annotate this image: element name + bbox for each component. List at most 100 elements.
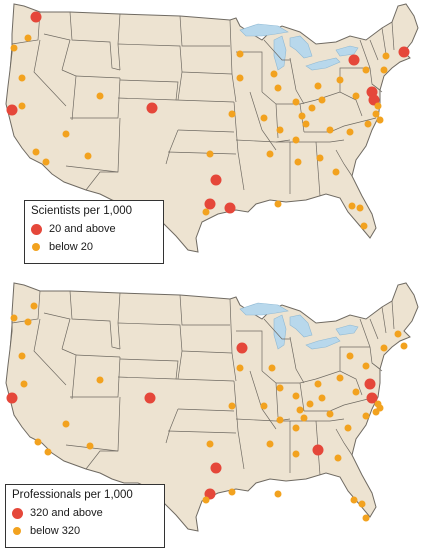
state-border — [249, 91, 277, 151]
state-border — [181, 71, 233, 75]
state-border — [289, 336, 305, 384]
state-border — [236, 330, 263, 371]
city-marker-low — [362, 514, 370, 522]
city-marker-low — [326, 126, 334, 134]
city-marker-low — [260, 402, 268, 410]
city-marker-low — [86, 442, 94, 450]
legend-professionals: Professionals per 1,000 320 and above be… — [5, 484, 165, 548]
state-borders — [9, 11, 395, 197]
state-border — [229, 19, 237, 103]
state-border — [343, 117, 377, 127]
city-marker-low — [34, 438, 42, 446]
state-border — [229, 298, 237, 382]
city-marker-high — [146, 102, 158, 114]
city-marker-low — [292, 98, 300, 106]
city-marker-low — [326, 410, 334, 418]
map-scientists: Scientists per 1,000 20 and above below … — [0, 0, 424, 272]
state-border — [339, 346, 370, 371]
city-marker-low — [42, 158, 50, 166]
state-border — [263, 318, 290, 340]
city-marker-low — [372, 110, 380, 118]
state-border — [65, 165, 119, 173]
city-marker-low — [274, 490, 282, 498]
city-marker-low — [24, 318, 32, 326]
legend-high-dot — [12, 507, 23, 519]
legend-high-label: 320 and above — [30, 507, 103, 519]
state-border — [165, 129, 179, 165]
city-marker-low — [206, 440, 214, 448]
city-marker-low — [376, 116, 384, 124]
state-border — [167, 151, 237, 155]
lake — [289, 35, 313, 59]
city-marker-low — [236, 364, 244, 372]
state-border — [75, 75, 121, 79]
city-marker-low — [348, 202, 356, 210]
lake — [335, 45, 359, 57]
city-marker-low — [306, 400, 314, 408]
state-border — [85, 396, 121, 470]
state-border — [315, 91, 363, 117]
city-marker-low — [10, 314, 18, 322]
state-border — [175, 378, 235, 382]
lake — [239, 23, 289, 37]
state-borders — [9, 290, 395, 476]
city-marker-low — [276, 416, 284, 424]
state-border — [369, 39, 379, 61]
city-marker-low — [358, 500, 366, 508]
city-marker-low — [228, 110, 236, 118]
city-marker-low — [314, 380, 322, 388]
city-marker-low — [356, 204, 364, 212]
city-marker-low — [228, 488, 236, 496]
city-marker-high — [6, 104, 18, 116]
city-marker-high — [204, 198, 216, 210]
city-marker-low — [84, 152, 92, 160]
state-border — [276, 139, 345, 143]
city-marker-low — [316, 154, 324, 162]
legend-scientists: Scientists per 1,000 20 and above below … — [24, 200, 164, 264]
city-marker-low — [96, 92, 104, 100]
city-marker-low — [318, 394, 326, 402]
city-marker-low — [202, 496, 210, 504]
state-border — [359, 39, 371, 69]
state-border — [167, 430, 237, 434]
city-marker-low — [346, 128, 354, 136]
state-border — [117, 79, 179, 101]
lake — [273, 314, 287, 350]
city-marker-low — [374, 102, 382, 110]
state-border — [69, 290, 121, 350]
state-border — [236, 51, 263, 92]
state-border — [371, 362, 383, 372]
legend-title: Scientists per 1,000 — [31, 205, 133, 217]
city-marker-low — [20, 380, 28, 388]
city-marker-low — [292, 392, 300, 400]
city-marker-low — [382, 52, 390, 60]
state-border — [43, 312, 71, 350]
state-border — [263, 39, 290, 61]
state-border — [371, 83, 383, 93]
state-border — [359, 318, 371, 348]
state-border — [75, 354, 121, 358]
lake — [335, 324, 359, 336]
city-marker-low — [10, 44, 18, 52]
state-border — [335, 149, 353, 177]
city-marker-low — [30, 302, 38, 310]
city-marker-low — [362, 362, 370, 370]
city-marker-low — [318, 96, 326, 104]
city-marker-low — [274, 200, 282, 208]
city-markers — [6, 302, 408, 522]
state-border — [339, 67, 370, 92]
legend-title: Professionals per 1,000 — [12, 489, 133, 501]
legend-low-dot — [32, 243, 40, 251]
city-marker-high — [398, 46, 410, 58]
city-marker-low — [302, 120, 310, 128]
city-marker-high — [348, 54, 360, 66]
city-marker-low — [292, 136, 300, 144]
state-border — [33, 39, 67, 107]
state-border — [335, 428, 353, 456]
city-marker-low — [228, 402, 236, 410]
city-marker-low — [270, 70, 278, 78]
city-marker-low — [268, 364, 276, 372]
city-marker-low — [18, 74, 26, 82]
state-border — [117, 358, 179, 380]
city-marker-high — [364, 378, 376, 390]
